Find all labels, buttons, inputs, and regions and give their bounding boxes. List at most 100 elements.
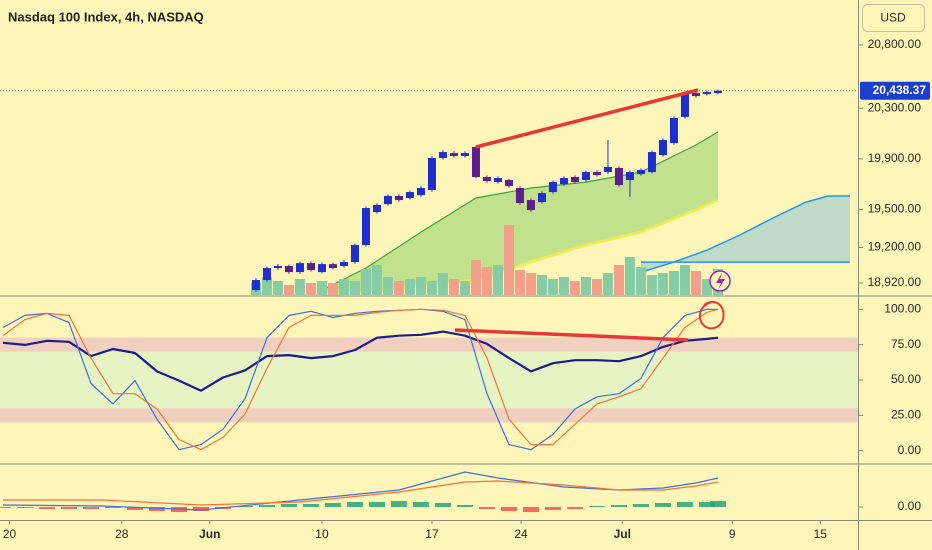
- histogram-bar: [500, 507, 517, 511]
- candle-body: [394, 195, 403, 201]
- volume-bar: [624, 257, 635, 295]
- histogram-bar: [280, 504, 297, 507]
- volume-bar: [283, 285, 294, 295]
- volume-bar: [536, 275, 547, 295]
- histogram-bar: [104, 507, 121, 508]
- histogram-bar: [654, 503, 671, 507]
- last-price-tag: [860, 81, 930, 100]
- candle-body: [548, 182, 557, 193]
- candle-body: [625, 172, 634, 181]
- volume-bar: [668, 271, 679, 295]
- candle-body: [328, 264, 337, 269]
- volume-bar: [459, 281, 470, 295]
- volume-bar: [272, 281, 283, 295]
- candle-body: [273, 266, 282, 269]
- currency-label[interactable]: USD: [880, 11, 906, 25]
- band-upper-line: [321, 131, 719, 291]
- candle-body: [526, 200, 535, 211]
- candle-body: [471, 146, 480, 177]
- volume-bar: [547, 279, 558, 295]
- y-tick-label: 19,200.00: [868, 240, 922, 254]
- y-tick-label: 75.00: [891, 337, 921, 351]
- histogram-bar: [82, 507, 99, 509]
- candle-body: [658, 140, 667, 156]
- candle-body: [636, 170, 645, 175]
- histogram-bar: [566, 507, 583, 509]
- candle-body: [493, 178, 502, 183]
- y-tick-label: 100.00: [884, 301, 921, 315]
- candle-body: [592, 172, 601, 176]
- volume-bar: [327, 283, 338, 295]
- histogram-bar: [126, 507, 143, 510]
- histogram-bar: [610, 505, 627, 507]
- volume-bar: [404, 279, 415, 295]
- volume-bar: [371, 265, 382, 295]
- histogram-bar: [324, 503, 341, 507]
- candle-body: [438, 152, 447, 159]
- volume-bar: [569, 281, 580, 295]
- macd-line: [2, 471, 719, 511]
- currency-button[interactable]: [862, 4, 925, 32]
- candle-body: [691, 93, 700, 96]
- cloud-top-line: [640, 195, 850, 273]
- candle-body: [680, 94, 689, 117]
- y-tick-label: 0.00: [898, 499, 922, 513]
- volume-bar: [646, 275, 657, 295]
- circle-drawing[interactable]: [698, 300, 725, 330]
- candle-body: [317, 264, 326, 273]
- histogram-bar: [368, 502, 385, 507]
- candle-body: [449, 153, 458, 156]
- y-tick-label: 20,800.00: [868, 37, 922, 51]
- candle-body: [416, 188, 425, 196]
- chart-title: Nasdaq 100 Index, 4h, NASDAQ: [8, 9, 204, 24]
- histogram-bar: [60, 507, 77, 509]
- x-tick-label: 17: [425, 527, 439, 541]
- y-tick-label: 0.00: [898, 443, 922, 457]
- volume-bar: [525, 273, 536, 295]
- candle-body: [339, 262, 348, 267]
- candle-body: [262, 268, 271, 281]
- candle-body: [702, 92, 711, 95]
- volume-bar: [261, 277, 272, 295]
- candle-body: [669, 118, 678, 144]
- x-tick-label: 10: [315, 527, 329, 541]
- candle-body: [581, 172, 590, 181]
- histogram-bar: [709, 501, 726, 507]
- volume-bar: [393, 281, 404, 295]
- histogram-bar: [236, 506, 253, 507]
- candle-body: [504, 180, 513, 186]
- volume-bar: [448, 279, 459, 295]
- candle-body: [482, 177, 491, 182]
- histogram-bar: [16, 507, 33, 508]
- y-tick-label: 25.00: [891, 408, 921, 422]
- candle-body: [537, 193, 546, 203]
- x-tick-label: 20: [3, 527, 17, 541]
- histogram-bar: [676, 502, 693, 507]
- candle-body: [284, 266, 293, 273]
- volume-bar: [382, 277, 393, 295]
- volume-bar: [690, 271, 701, 295]
- volume-bar: [316, 281, 327, 295]
- x-tick-label: Jun: [199, 527, 220, 541]
- histogram-bar: [302, 504, 319, 507]
- candle-body: [251, 280, 260, 291]
- volume-bar: [591, 279, 602, 295]
- histogram-bar: [522, 507, 539, 512]
- volume-bar: [415, 277, 426, 295]
- candle-body: [460, 153, 469, 156]
- histogram-bar: [390, 501, 407, 507]
- volume-bar: [613, 265, 624, 295]
- histogram-bar: [456, 505, 473, 507]
- volume-bar: [701, 279, 712, 295]
- volume-bar: [492, 265, 503, 295]
- trend-line-drawing[interactable]: [454, 328, 689, 342]
- macd-line: [3, 480, 719, 506]
- candle-body: [295, 263, 304, 273]
- histogram-bar: [346, 502, 363, 507]
- candle-body: [614, 168, 623, 185]
- histogram-bar: [698, 502, 715, 507]
- trend-line-drawing[interactable]: [475, 88, 699, 149]
- x-tick-label: 15: [814, 527, 828, 541]
